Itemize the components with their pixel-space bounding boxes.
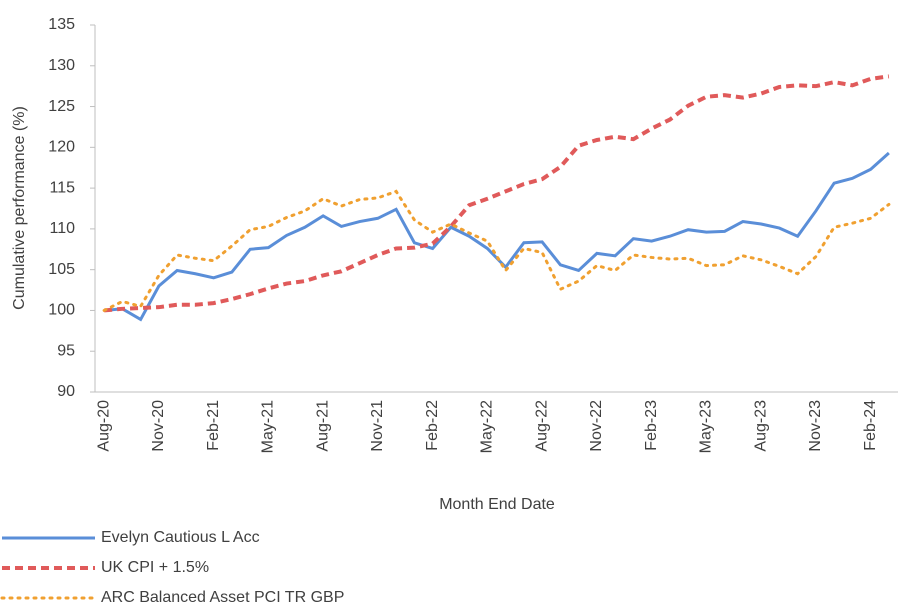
x-tick-label: Feb-22 <box>424 400 441 451</box>
x-tick-label: Nov-22 <box>588 400 605 452</box>
x-tick-label: May-23 <box>698 400 715 453</box>
x-tick-label: Nov-21 <box>369 400 386 452</box>
y-tick-label: 115 <box>49 179 75 196</box>
x-tick-label: Nov-23 <box>807 400 824 452</box>
y-tick-label: 90 <box>57 383 75 400</box>
y-tick-label: 105 <box>48 261 75 278</box>
y-tick-label: 100 <box>48 302 75 319</box>
y-axis-label: Cumulative performance (%) <box>11 106 28 310</box>
y-tick-label: 95 <box>57 342 75 359</box>
x-tick-label: Feb-21 <box>205 400 222 451</box>
legend-label: UK CPI + 1.5% <box>101 559 209 576</box>
series-line <box>102 189 891 312</box>
x-tick-label: Feb-24 <box>862 400 879 451</box>
y-tick-label: 110 <box>49 220 75 237</box>
x-tick-label: Aug-23 <box>752 400 769 452</box>
y-tick-label: 120 <box>48 139 75 156</box>
x-tick-label: Nov-20 <box>150 400 167 452</box>
y-tick-label: 135 <box>48 16 75 33</box>
x-tick-label: May-21 <box>260 400 277 453</box>
x-tick-label: Feb-23 <box>643 400 660 451</box>
y-tick-label: 125 <box>48 98 75 115</box>
x-tick-label: May-22 <box>479 400 496 453</box>
x-tick-label: Aug-21 <box>314 400 331 452</box>
x-axis-label: Month End Date <box>439 496 555 513</box>
series-line <box>103 151 890 322</box>
x-tick-label: Aug-22 <box>533 400 550 452</box>
legend-label: ARC Balanced Asset PCI TR GBP <box>101 589 344 604</box>
legend-label: Evelyn Cautious L Acc <box>101 529 260 546</box>
series-line <box>103 74 890 313</box>
y-tick-label: 130 <box>48 57 75 74</box>
x-tick-label: Aug-20 <box>95 400 112 452</box>
